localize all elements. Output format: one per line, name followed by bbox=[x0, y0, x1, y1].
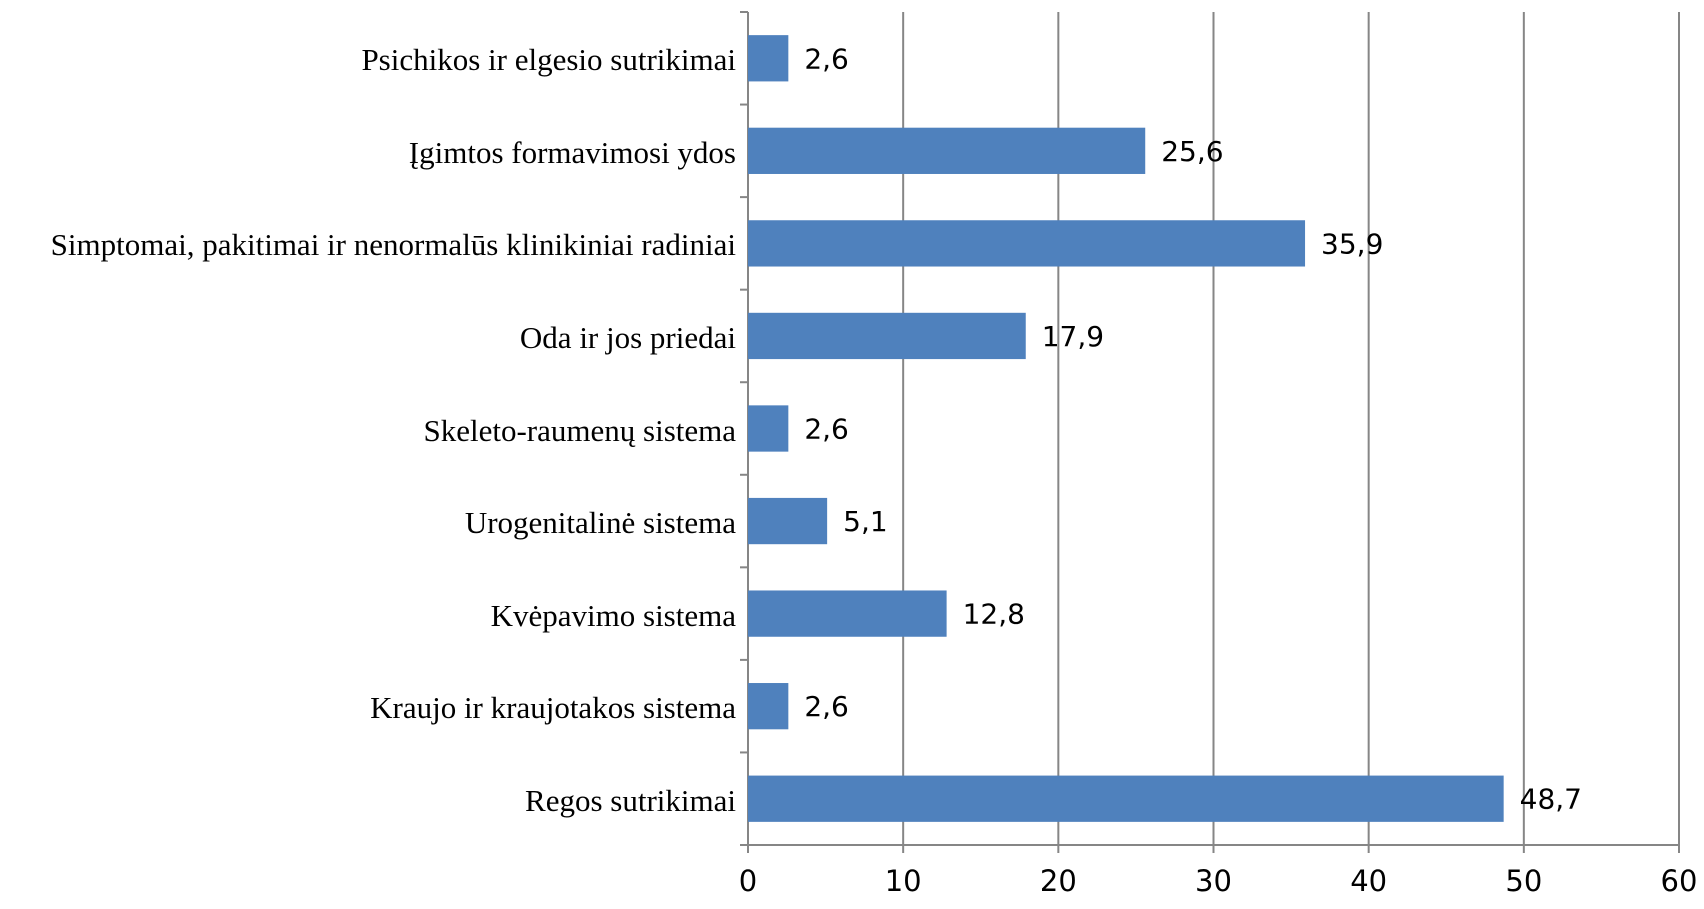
value-label: 12,8 bbox=[963, 598, 1025, 631]
x-tick-label: 40 bbox=[1350, 864, 1387, 898]
value-label: 2,6 bbox=[804, 413, 849, 446]
value-label: 48,7 bbox=[1520, 783, 1582, 816]
x-tick-label: 50 bbox=[1505, 864, 1542, 898]
y-tick-label: Regos sutrikimai bbox=[525, 782, 736, 818]
bar bbox=[748, 497, 828, 545]
y-tick-label: Simptomai, pakitimai ir nenormalūs klini… bbox=[50, 227, 736, 263]
value-label: 17,9 bbox=[1042, 320, 1104, 353]
y-tick-label: Kvėpavimo sistema bbox=[490, 597, 736, 633]
bar bbox=[748, 405, 789, 452]
value-label: 25,6 bbox=[1161, 135, 1223, 168]
y-tick-label: Oda ir jos priedai bbox=[519, 319, 736, 355]
value-label: 2,6 bbox=[804, 690, 849, 723]
y-tick-label: Urogenitalinė sistema bbox=[464, 505, 736, 541]
y-tick-label: Įgimtos formavimosi ydos bbox=[408, 134, 736, 170]
x-tick-label: 0 bbox=[739, 864, 757, 898]
bar bbox=[748, 590, 947, 637]
value-label: 35,9 bbox=[1321, 227, 1383, 260]
y-tick-label: Kraujo ir kraujotakos sistema bbox=[370, 690, 736, 726]
x-tick-label: 10 bbox=[885, 864, 922, 898]
bar bbox=[748, 35, 789, 82]
x-tick-label: 20 bbox=[1040, 864, 1077, 898]
bar bbox=[748, 312, 1026, 360]
y-tick-label: Skeleto-raumenų sistema bbox=[423, 412, 737, 448]
value-label: 2,6 bbox=[804, 42, 849, 75]
x-tick-label: 30 bbox=[1195, 864, 1232, 898]
value-label: 5,1 bbox=[843, 505, 888, 538]
y-tick-label: Psichikos ir elgesio sutrikimai bbox=[361, 42, 736, 78]
x-tick-label: 60 bbox=[1661, 864, 1698, 898]
bar bbox=[748, 683, 789, 730]
bar bbox=[748, 220, 1306, 267]
bar bbox=[748, 775, 1504, 822]
bar bbox=[748, 127, 1146, 174]
